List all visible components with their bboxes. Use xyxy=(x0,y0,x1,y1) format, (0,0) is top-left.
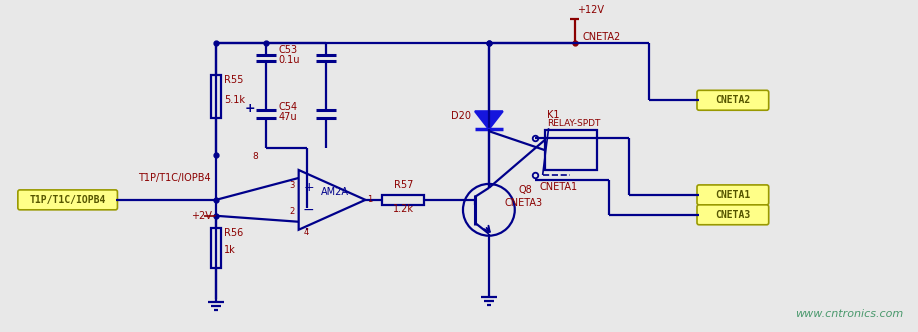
Text: www.cntronics.com: www.cntronics.com xyxy=(795,309,903,319)
Text: +: + xyxy=(303,181,314,195)
Text: R55: R55 xyxy=(224,75,243,85)
Text: T1P/T1C/IOPB4: T1P/T1C/IOPB4 xyxy=(29,195,106,205)
Bar xyxy=(211,228,221,268)
FancyBboxPatch shape xyxy=(697,90,768,110)
Text: 47u: 47u xyxy=(279,112,297,122)
Text: T1P/T1C/IOPB4: T1P/T1C/IOPB4 xyxy=(139,173,211,183)
Text: C53: C53 xyxy=(279,45,297,55)
Text: D20: D20 xyxy=(451,111,471,121)
Text: 1: 1 xyxy=(367,195,373,205)
Text: +: + xyxy=(244,102,255,115)
Text: 5.1k: 5.1k xyxy=(224,95,245,105)
FancyBboxPatch shape xyxy=(17,190,118,210)
Text: CNETA2: CNETA2 xyxy=(583,32,621,42)
Polygon shape xyxy=(475,111,503,129)
Text: RELAY-SPDT: RELAY-SPDT xyxy=(546,119,600,128)
FancyBboxPatch shape xyxy=(697,185,768,205)
FancyBboxPatch shape xyxy=(697,205,768,225)
Text: CNETA3: CNETA3 xyxy=(505,198,543,208)
Bar xyxy=(211,75,221,118)
Text: R56: R56 xyxy=(224,228,243,238)
Text: 8: 8 xyxy=(252,152,258,161)
Text: CNETA2: CNETA2 xyxy=(715,95,751,105)
Text: AM2A: AM2A xyxy=(321,187,349,197)
Text: 1k: 1k xyxy=(224,245,236,255)
Bar xyxy=(544,130,598,170)
Text: C54: C54 xyxy=(279,102,297,112)
Text: 4: 4 xyxy=(304,228,309,237)
Bar xyxy=(382,195,424,205)
Text: CNETA1: CNETA1 xyxy=(715,190,751,200)
Text: −: − xyxy=(303,203,315,217)
Text: CNETA1: CNETA1 xyxy=(540,182,577,192)
Text: Q8: Q8 xyxy=(519,185,532,195)
Text: +2V: +2V xyxy=(191,211,212,221)
Text: +12V: +12V xyxy=(577,5,604,15)
Text: 0.1u: 0.1u xyxy=(279,55,300,65)
Text: R57: R57 xyxy=(394,180,413,190)
Text: K1: K1 xyxy=(546,110,559,120)
Text: 1.2k: 1.2k xyxy=(393,204,414,214)
Text: 2: 2 xyxy=(289,207,295,216)
Text: CNETA3: CNETA3 xyxy=(715,210,751,220)
Text: 3: 3 xyxy=(289,181,295,191)
